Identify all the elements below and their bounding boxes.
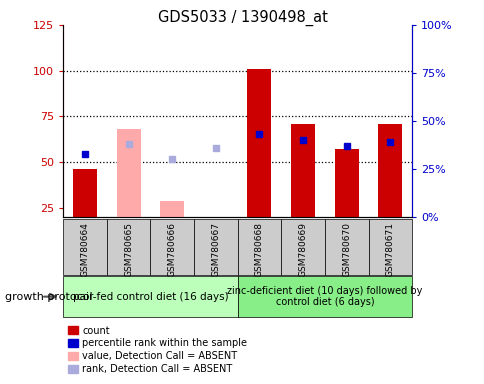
Text: GDS5033 / 1390498_at: GDS5033 / 1390498_at bbox=[157, 10, 327, 26]
Bar bbox=[378, 124, 402, 217]
Text: GSM780664: GSM780664 bbox=[80, 222, 89, 276]
FancyBboxPatch shape bbox=[237, 219, 281, 275]
FancyBboxPatch shape bbox=[237, 276, 411, 317]
Text: GSM780665: GSM780665 bbox=[124, 222, 133, 276]
Bar bbox=[116, 129, 140, 217]
Bar bbox=[334, 149, 358, 217]
FancyBboxPatch shape bbox=[150, 219, 194, 275]
Text: pair-fed control diet (16 days): pair-fed control diet (16 days) bbox=[73, 291, 227, 302]
Text: zinc-deficient diet (10 days) followed by
control diet (6 days): zinc-deficient diet (10 days) followed b… bbox=[227, 286, 422, 308]
Bar bbox=[73, 169, 97, 217]
FancyBboxPatch shape bbox=[63, 276, 237, 317]
FancyBboxPatch shape bbox=[63, 219, 106, 275]
Text: GSM780670: GSM780670 bbox=[342, 222, 350, 276]
Text: GSM780668: GSM780668 bbox=[255, 222, 263, 276]
Text: growth protocol: growth protocol bbox=[5, 291, 92, 302]
Bar bbox=[290, 124, 315, 217]
Bar bbox=[160, 200, 184, 217]
FancyBboxPatch shape bbox=[324, 219, 368, 275]
FancyBboxPatch shape bbox=[194, 219, 237, 275]
FancyBboxPatch shape bbox=[368, 219, 411, 275]
FancyBboxPatch shape bbox=[106, 219, 150, 275]
Text: GSM780671: GSM780671 bbox=[385, 222, 394, 276]
FancyBboxPatch shape bbox=[281, 219, 324, 275]
Legend: count, percentile rank within the sample, value, Detection Call = ABSENT, rank, : count, percentile rank within the sample… bbox=[68, 326, 247, 374]
Text: GSM780666: GSM780666 bbox=[167, 222, 176, 276]
Text: GSM780667: GSM780667 bbox=[211, 222, 220, 276]
Bar bbox=[247, 69, 271, 217]
Text: GSM780669: GSM780669 bbox=[298, 222, 307, 276]
